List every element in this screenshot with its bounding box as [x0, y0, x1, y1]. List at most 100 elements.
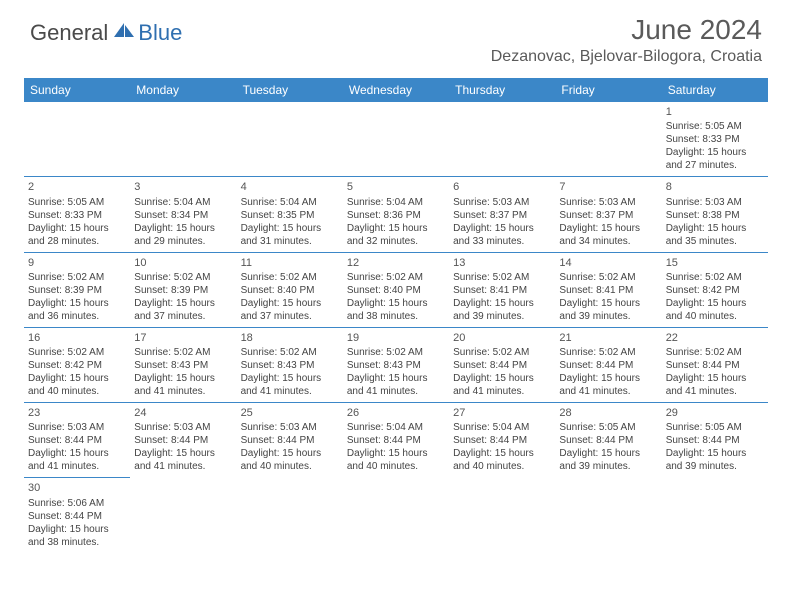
calendar-cell	[237, 102, 343, 177]
title-block: June 2024 Dezanovac, Bjelovar-Bilogora, …	[491, 14, 762, 66]
weekday-header: Saturday	[662, 78, 768, 102]
calendar-cell	[449, 478, 555, 553]
sunset-text: Sunset: 8:41 PM	[559, 284, 657, 297]
sunset-text: Sunset: 8:44 PM	[453, 434, 551, 447]
sunset-text: Sunset: 8:44 PM	[453, 359, 551, 372]
sunrise-text: Sunrise: 5:03 AM	[241, 421, 339, 434]
calendar-cell	[343, 102, 449, 177]
daylight-text: and 32 minutes.	[347, 235, 445, 248]
sunrise-text: Sunrise: 5:02 AM	[134, 271, 232, 284]
day-number: 25	[241, 406, 339, 420]
calendar-cell: 28Sunrise: 5:05 AMSunset: 8:44 PMDayligh…	[555, 403, 661, 478]
daylight-text: and 39 minutes.	[559, 460, 657, 473]
sunrise-text: Sunrise: 5:03 AM	[559, 196, 657, 209]
sunrise-text: Sunrise: 5:05 AM	[666, 120, 764, 133]
day-number: 23	[28, 406, 126, 420]
daylight-text: and 41 minutes.	[134, 385, 232, 398]
day-number: 19	[347, 331, 445, 345]
daylight-text: and 31 minutes.	[241, 235, 339, 248]
logo: General Blue	[30, 20, 182, 46]
sunset-text: Sunset: 8:44 PM	[134, 434, 232, 447]
calendar-cell	[130, 102, 236, 177]
day-number: 26	[347, 406, 445, 420]
sunrise-text: Sunrise: 5:05 AM	[559, 421, 657, 434]
daylight-text: and 27 minutes.	[666, 159, 764, 172]
daylight-text: Daylight: 15 hours	[666, 222, 764, 235]
day-number: 10	[134, 256, 232, 270]
calendar-cell	[449, 102, 555, 177]
calendar-cell: 10Sunrise: 5:02 AMSunset: 8:39 PMDayligh…	[130, 252, 236, 327]
day-number: 12	[347, 256, 445, 270]
day-number: 21	[559, 331, 657, 345]
calendar-row: 2Sunrise: 5:05 AMSunset: 8:33 PMDaylight…	[24, 177, 768, 252]
daylight-text: Daylight: 15 hours	[559, 372, 657, 385]
sunset-text: Sunset: 8:44 PM	[559, 434, 657, 447]
calendar-cell: 5Sunrise: 5:04 AMSunset: 8:36 PMDaylight…	[343, 177, 449, 252]
daylight-text: and 39 minutes.	[559, 310, 657, 323]
calendar-cell: 21Sunrise: 5:02 AMSunset: 8:44 PMDayligh…	[555, 327, 661, 402]
calendar-cell: 7Sunrise: 5:03 AMSunset: 8:37 PMDaylight…	[555, 177, 661, 252]
calendar-row: 9Sunrise: 5:02 AMSunset: 8:39 PMDaylight…	[24, 252, 768, 327]
daylight-text: Daylight: 15 hours	[134, 297, 232, 310]
day-number: 18	[241, 331, 339, 345]
calendar-cell	[130, 478, 236, 553]
daylight-text: and 39 minutes.	[666, 460, 764, 473]
daylight-text: Daylight: 15 hours	[28, 372, 126, 385]
daylight-text: and 37 minutes.	[134, 310, 232, 323]
daylight-text: and 37 minutes.	[241, 310, 339, 323]
calendar-cell: 4Sunrise: 5:04 AMSunset: 8:35 PMDaylight…	[237, 177, 343, 252]
sunrise-text: Sunrise: 5:02 AM	[134, 346, 232, 359]
daylight-text: and 39 minutes.	[453, 310, 551, 323]
daylight-text: and 40 minutes.	[453, 460, 551, 473]
daylight-text: Daylight: 15 hours	[28, 523, 126, 536]
daylight-text: Daylight: 15 hours	[347, 222, 445, 235]
sunrise-text: Sunrise: 5:02 AM	[453, 271, 551, 284]
calendar-cell: 8Sunrise: 5:03 AMSunset: 8:38 PMDaylight…	[662, 177, 768, 252]
calendar-row: 1Sunrise: 5:05 AMSunset: 8:33 PMDaylight…	[24, 102, 768, 177]
day-number: 1	[666, 105, 764, 119]
sunset-text: Sunset: 8:38 PM	[666, 209, 764, 222]
daylight-text: and 41 minutes.	[28, 460, 126, 473]
daylight-text: and 40 minutes.	[347, 460, 445, 473]
sunset-text: Sunset: 8:39 PM	[134, 284, 232, 297]
day-number: 17	[134, 331, 232, 345]
day-number: 13	[453, 256, 551, 270]
calendar-table: Sunday Monday Tuesday Wednesday Thursday…	[24, 78, 768, 553]
calendar-cell: 17Sunrise: 5:02 AMSunset: 8:43 PMDayligh…	[130, 327, 236, 402]
calendar-cell: 1Sunrise: 5:05 AMSunset: 8:33 PMDaylight…	[662, 102, 768, 177]
daylight-text: Daylight: 15 hours	[241, 297, 339, 310]
day-number: 30	[28, 481, 126, 495]
logo-text-general: General	[30, 20, 108, 46]
calendar-cell: 9Sunrise: 5:02 AMSunset: 8:39 PMDaylight…	[24, 252, 130, 327]
calendar-cell: 14Sunrise: 5:02 AMSunset: 8:41 PMDayligh…	[555, 252, 661, 327]
daylight-text: and 41 minutes.	[453, 385, 551, 398]
calendar-cell: 3Sunrise: 5:04 AMSunset: 8:34 PMDaylight…	[130, 177, 236, 252]
weekday-header: Wednesday	[343, 78, 449, 102]
sunset-text: Sunset: 8:43 PM	[134, 359, 232, 372]
calendar-cell: 6Sunrise: 5:03 AMSunset: 8:37 PMDaylight…	[449, 177, 555, 252]
sunrise-text: Sunrise: 5:02 AM	[347, 271, 445, 284]
sunset-text: Sunset: 8:43 PM	[241, 359, 339, 372]
sunrise-text: Sunrise: 5:05 AM	[666, 421, 764, 434]
day-number: 24	[134, 406, 232, 420]
calendar-cell: 24Sunrise: 5:03 AMSunset: 8:44 PMDayligh…	[130, 403, 236, 478]
weekday-header-row: Sunday Monday Tuesday Wednesday Thursday…	[24, 78, 768, 102]
calendar-cell	[555, 478, 661, 553]
logo-text-blue: Blue	[138, 20, 182, 46]
sunset-text: Sunset: 8:43 PM	[347, 359, 445, 372]
sunset-text: Sunset: 8:36 PM	[347, 209, 445, 222]
weekday-header: Tuesday	[237, 78, 343, 102]
sunset-text: Sunset: 8:44 PM	[559, 359, 657, 372]
day-number: 7	[559, 180, 657, 194]
calendar-row: 16Sunrise: 5:02 AMSunset: 8:42 PMDayligh…	[24, 327, 768, 402]
daylight-text: and 38 minutes.	[347, 310, 445, 323]
sunset-text: Sunset: 8:44 PM	[666, 359, 764, 372]
daylight-text: Daylight: 15 hours	[559, 297, 657, 310]
calendar-cell: 18Sunrise: 5:02 AMSunset: 8:43 PMDayligh…	[237, 327, 343, 402]
calendar-cell: 13Sunrise: 5:02 AMSunset: 8:41 PMDayligh…	[449, 252, 555, 327]
sunset-text: Sunset: 8:44 PM	[666, 434, 764, 447]
calendar-cell	[237, 478, 343, 553]
calendar-cell: 12Sunrise: 5:02 AMSunset: 8:40 PMDayligh…	[343, 252, 449, 327]
daylight-text: Daylight: 15 hours	[666, 447, 764, 460]
sunset-text: Sunset: 8:33 PM	[666, 133, 764, 146]
